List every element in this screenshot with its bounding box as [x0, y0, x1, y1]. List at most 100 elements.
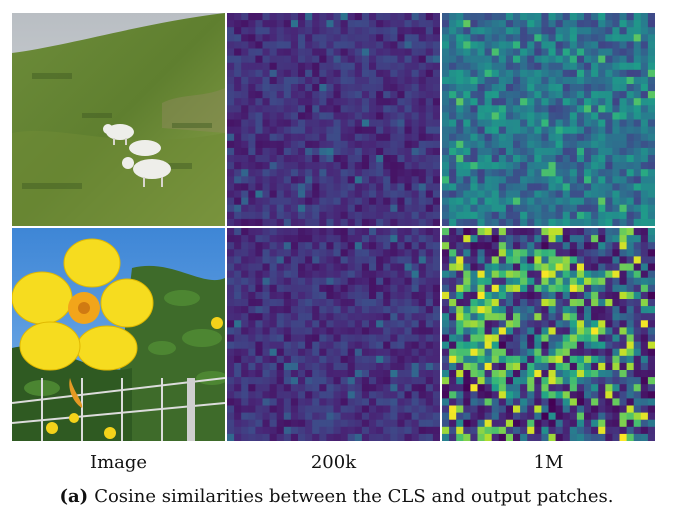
heatmap-cell	[605, 433, 613, 441]
heatmap-cell	[584, 377, 592, 385]
heatmap-cell	[234, 377, 242, 385]
heatmap-cell	[598, 412, 606, 421]
heatmap-cell	[576, 55, 585, 64]
heatmap-cell	[541, 20, 549, 28]
heatmap-cell	[262, 84, 270, 92]
heatmap-cell	[312, 270, 320, 279]
heatmap-cell	[548, 263, 556, 271]
heatmap-cell	[312, 370, 320, 378]
heatmap-cell	[376, 299, 384, 307]
heatmap-cell	[442, 41, 450, 49]
heatmap-cell	[404, 348, 412, 357]
heatmap-cell	[347, 55, 356, 64]
heatmap-cell	[626, 370, 635, 378]
heatmap-cell	[619, 62, 627, 71]
heatmap-cell	[591, 48, 599, 56]
heatmap-cell	[248, 362, 256, 371]
image-yellow-flower	[12, 228, 225, 441]
heatmap-cell	[498, 391, 507, 399]
heatmap-cell	[276, 242, 285, 250]
heatmap-cell	[269, 334, 278, 342]
heatmap-cell	[584, 398, 592, 406]
heatmap-cell	[591, 41, 599, 49]
heatmap-cell	[333, 327, 341, 335]
heatmap-cell	[397, 370, 405, 378]
heatmap-cell	[262, 13, 270, 21]
heatmap-cell	[241, 228, 249, 236]
heatmap-cell	[390, 140, 398, 149]
heatmap-cell	[305, 270, 313, 279]
heatmap-cell	[534, 62, 542, 71]
heatmap-cell	[276, 20, 285, 28]
heatmap-cell	[591, 291, 599, 300]
heatmap-cell	[548, 313, 556, 321]
heatmap-cell	[319, 291, 327, 300]
heatmap-cell	[470, 34, 478, 42]
heatmap-cell	[319, 306, 327, 314]
heatmap-cell	[491, 277, 500, 286]
heatmap-cell	[513, 55, 521, 64]
heatmap-cell	[361, 91, 370, 99]
heatmap-cell	[227, 341, 235, 350]
heatmap-cell	[591, 91, 599, 99]
heatmap-cell	[562, 190, 571, 198]
heatmap-cell	[640, 34, 649, 42]
heatmap-cell	[541, 306, 549, 314]
heatmap-cell	[390, 48, 398, 56]
heatmap-cell	[354, 313, 363, 321]
heatmap-cell	[411, 27, 420, 35]
heatmap-cell	[411, 13, 420, 21]
heatmap-cell	[513, 426, 521, 435]
heatmap-cell	[283, 112, 292, 120]
heatmap-cell	[269, 306, 278, 314]
heatmap-cell	[354, 263, 363, 271]
heatmap-cell	[290, 76, 299, 85]
heatmap-cell	[640, 405, 649, 413]
heatmap-cell	[234, 105, 242, 113]
heatmap-cell	[576, 62, 585, 71]
heatmap-cell	[619, 256, 627, 264]
heatmap-cell	[640, 84, 649, 92]
heatmap-cell	[418, 270, 427, 279]
heatmap-cell	[647, 284, 655, 293]
heatmap-cell	[340, 112, 349, 120]
heatmap-cell	[390, 419, 398, 428]
heatmap-cell	[241, 155, 249, 163]
heatmap-cell	[354, 41, 363, 49]
heatmap-cell	[326, 190, 334, 198]
heatmap-cell	[541, 419, 549, 428]
heatmap-cell	[333, 320, 341, 328]
heatmap-cell	[333, 419, 341, 428]
heatmap-cell	[404, 147, 412, 156]
heatmap-cell	[418, 277, 427, 286]
heatmap-cell	[425, 242, 434, 250]
heatmap-cell	[432, 204, 440, 213]
heatmap-cell	[449, 348, 457, 357]
heatmap-cell	[290, 34, 299, 42]
heatmap-cell	[319, 169, 327, 177]
heatmap-cell	[305, 405, 313, 413]
heatmap-cell	[262, 176, 270, 184]
heatmap-cell	[584, 62, 592, 71]
heatmap-cell	[534, 162, 542, 170]
heatmap-cell	[383, 197, 391, 206]
heatmap-cell	[562, 197, 571, 206]
heatmap-cell	[584, 362, 592, 371]
heatmap-cell	[584, 183, 592, 191]
heatmap-cell	[484, 426, 493, 435]
heatmap-cell	[647, 235, 655, 243]
heatmap-cell	[520, 228, 528, 236]
heatmap-cell	[640, 398, 649, 406]
heatmap-cell	[456, 341, 464, 350]
heatmap-cell	[269, 362, 278, 371]
heatmap-cell	[354, 197, 363, 206]
heatmap-cell	[527, 320, 535, 328]
heatmap-cell	[477, 169, 485, 177]
heatmap-cell	[605, 391, 613, 399]
heatmap-cell	[312, 277, 320, 286]
heatmap-cell	[390, 426, 398, 435]
heatmap-cell	[283, 218, 292, 226]
heatmap-cell	[470, 242, 478, 250]
heatmap-cell	[283, 147, 292, 156]
heatmap-cell	[449, 277, 457, 286]
